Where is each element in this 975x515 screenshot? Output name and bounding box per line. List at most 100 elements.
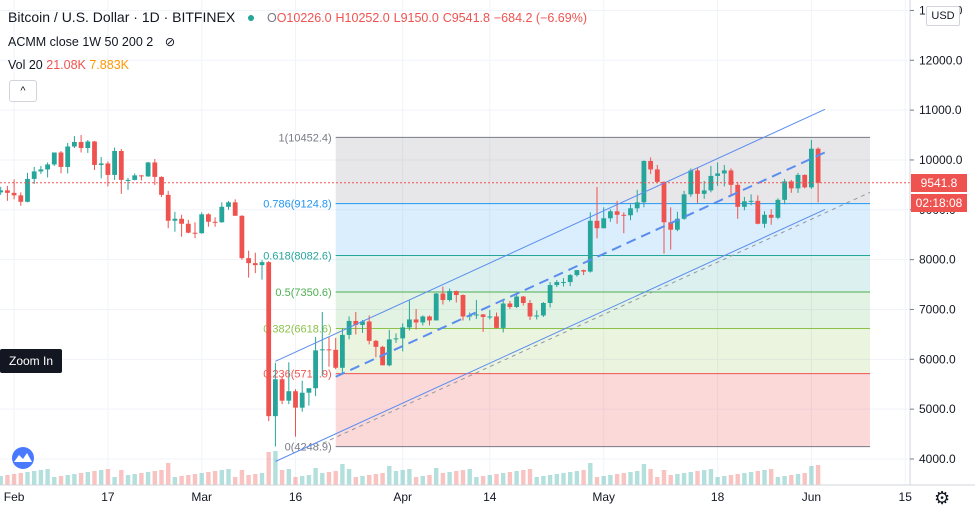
volume-bar <box>266 452 271 485</box>
volume-bar <box>501 473 506 485</box>
volume-bar <box>715 477 720 485</box>
hidden-eye-icon[interactable]: ⊘ <box>164 35 176 49</box>
candle-body <box>313 350 318 389</box>
volume-bar <box>353 477 358 485</box>
symbol-title[interactable]: Bitcoin / U.S. Dollar · 1D · BITFINEX <box>8 9 236 25</box>
channel-extension-line <box>315 191 871 447</box>
candle-body <box>132 175 138 180</box>
volume-bar <box>769 469 774 485</box>
volume-bar <box>219 470 224 485</box>
time-tick-label: Jun <box>802 490 821 504</box>
volume-bar <box>574 471 580 485</box>
indicator-label[interactable]: ACMM close 1W 50 200 2 <box>8 35 154 49</box>
channel-upper-line <box>275 108 826 362</box>
volume-bar <box>373 474 379 485</box>
candle-body <box>179 218 184 224</box>
volume-bar <box>159 470 164 485</box>
volume-bar <box>400 470 405 485</box>
candle-body <box>31 171 37 179</box>
candle-body <box>65 146 71 167</box>
tradingview-logo-icon[interactable] <box>8 446 38 470</box>
time-tick-label: Mar <box>191 490 212 504</box>
price-tick-label: 11000.0 <box>919 103 962 117</box>
volume-bar <box>239 470 245 485</box>
currency-button[interactable]: USD <box>926 6 960 26</box>
volume-bar <box>119 470 124 485</box>
open-value: O10226.0 <box>276 11 332 25</box>
volume-legend[interactable]: Vol 20 21.08K 7.883K <box>8 58 129 72</box>
candle-body <box>159 176 164 195</box>
candle-body <box>675 218 680 230</box>
volume-bar <box>152 471 157 485</box>
settings-gear-icon[interactable]: ⚙ <box>934 488 951 508</box>
candle-body <box>695 170 700 194</box>
candle-body <box>299 392 305 408</box>
candle-body <box>648 160 653 170</box>
candle-body <box>668 222 674 230</box>
candle-body <box>172 218 178 221</box>
price-tick-label: 4000.0 <box>919 452 956 466</box>
candle-body <box>319 349 325 351</box>
volume-bar <box>561 473 566 485</box>
volume-bar <box>554 474 559 485</box>
candle-body <box>165 194 171 221</box>
close-value: C9541.8 <box>442 11 490 25</box>
candle-body <box>715 173 720 176</box>
candle-body <box>18 195 24 202</box>
volume-bar <box>38 470 44 485</box>
fib-level-label: 0.5(7350.6) <box>275 287 331 299</box>
candle-body <box>742 201 747 207</box>
candle-body <box>574 270 580 276</box>
volume-bar <box>78 473 84 485</box>
fib-zone <box>335 328 870 374</box>
volume-bar <box>259 473 265 485</box>
candle-body <box>333 349 339 368</box>
volume-bar <box>166 463 171 485</box>
candle-body <box>654 169 660 182</box>
candle-body <box>628 208 633 216</box>
change-value: −684.2 (−6.69%) <box>493 11 587 25</box>
volume-label[interactable]: Vol 20 <box>8 58 43 72</box>
candle-body <box>554 282 560 286</box>
volume-bar <box>92 471 97 485</box>
volume-bar <box>172 477 178 485</box>
volume-bar <box>742 473 747 485</box>
candle-body <box>782 181 787 200</box>
candle-body <box>185 223 191 233</box>
volume-bar <box>346 469 352 485</box>
candle-body <box>92 141 97 165</box>
candle-body <box>105 163 111 175</box>
volume-bar <box>434 468 439 485</box>
candle-body <box>708 175 714 191</box>
fib-zone <box>335 373 870 447</box>
candle-body <box>413 319 419 323</box>
collapse-legend-button[interactable]: ^ <box>9 80 37 102</box>
candle-body <box>721 170 727 174</box>
candle-body <box>634 202 640 209</box>
candle-body <box>520 296 526 304</box>
candle-body <box>427 316 432 321</box>
candle-body <box>306 388 312 393</box>
volume-bar <box>206 472 211 485</box>
candle-body <box>239 215 245 259</box>
time-tick-label: 14 <box>483 490 497 504</box>
candle-body <box>360 321 365 325</box>
candle-body <box>400 327 406 339</box>
volume-bar <box>139 473 144 485</box>
volume-bar <box>782 476 787 485</box>
volume-bar <box>326 472 332 485</box>
volume-bar <box>635 471 640 485</box>
volume-bar <box>5 475 10 485</box>
volume-bar <box>648 469 653 485</box>
market-status-icon: ● <box>239 9 264 25</box>
volume-bar <box>802 473 807 485</box>
zoom-in-tooltip[interactable]: Zoom In <box>0 349 62 373</box>
candle-body <box>688 170 694 195</box>
high-value: H10252.0 <box>335 11 390 25</box>
indicator-legend[interactable]: ACMM close 1W 50 200 2 ⊘ <box>8 34 175 49</box>
candle-body <box>340 334 345 368</box>
candle-body <box>541 303 546 316</box>
volume-bar <box>286 469 291 485</box>
candle-body <box>755 200 761 224</box>
